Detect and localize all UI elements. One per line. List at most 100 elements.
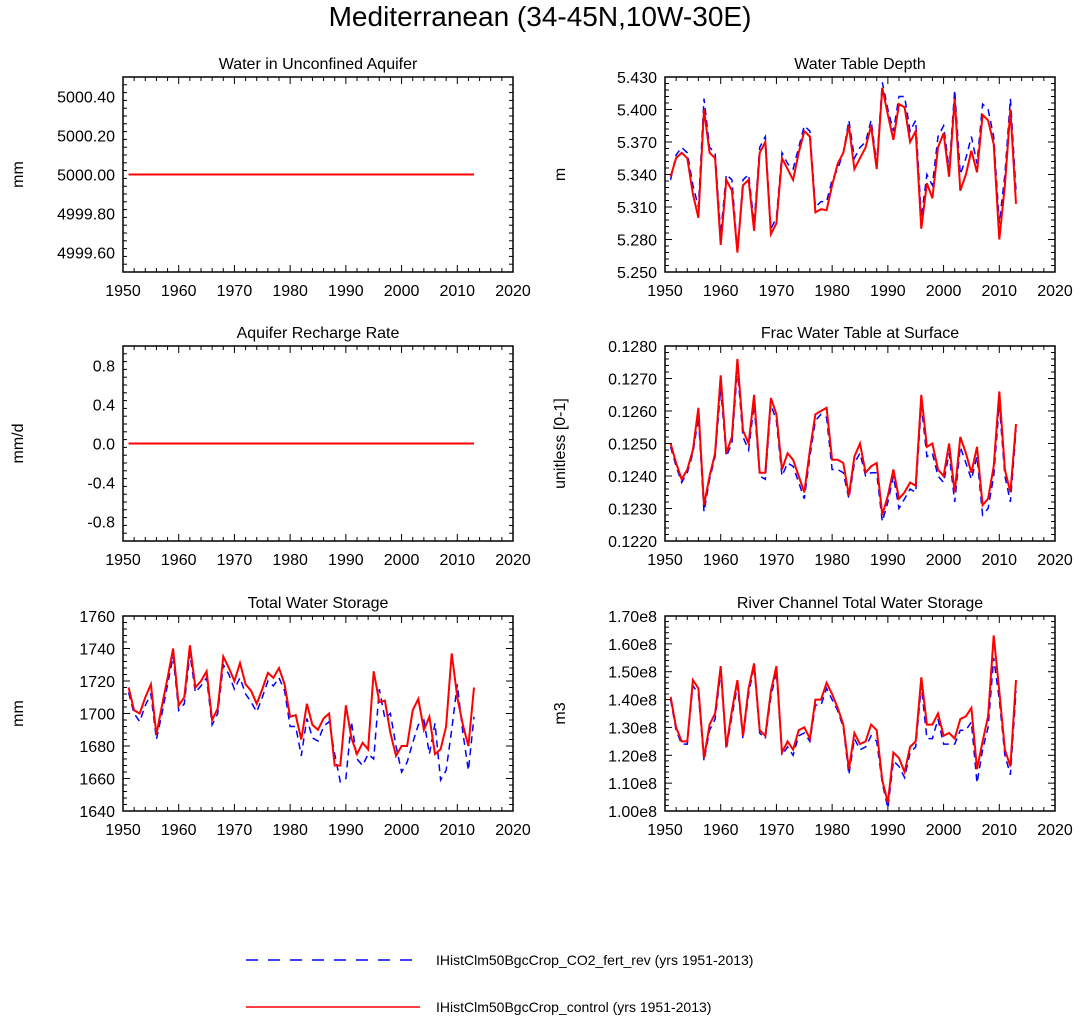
- x-tick-label: 1970: [759, 822, 795, 839]
- x-tick-label: 2000: [926, 283, 962, 300]
- x-tick-label: 2000: [384, 822, 420, 839]
- panel-title: Frac Water Table at Surface: [761, 325, 959, 342]
- x-tick-label: 1980: [272, 552, 308, 569]
- plot-frame: [664, 615, 1056, 812]
- panel-title: River Channel Total Water Storage: [737, 595, 983, 612]
- x-tick-label: 2000: [384, 552, 420, 569]
- x-tick-label: 1990: [870, 552, 906, 569]
- y-tick-label: 1.50e8: [608, 665, 657, 682]
- x-tick-label: 1970: [217, 552, 253, 569]
- x-tick-label: 1950: [105, 283, 141, 300]
- y-tick-label: 1760: [79, 609, 115, 626]
- x-tick-label: 1970: [217, 822, 253, 839]
- y-tick-label: 1740: [79, 642, 115, 659]
- y-tick-label: 0.8: [93, 359, 115, 376]
- y-tick-label: 5.370: [617, 135, 657, 152]
- y-axis-label: mm: [10, 700, 27, 727]
- x-tick-label: 2010: [981, 822, 1017, 839]
- x-tick-label: 1950: [647, 283, 683, 300]
- y-tick-label: 0.1250: [608, 437, 657, 454]
- y-tick-label: 0.0: [93, 437, 115, 454]
- panel-title: Total Water Storage: [248, 595, 389, 612]
- x-tick-label: 2020: [1037, 552, 1073, 569]
- y-tick-label: 5000.00: [57, 168, 115, 185]
- y-tick-label: 0.4: [93, 398, 115, 415]
- panels-group: Water in Unconfined Aquifer mm 1950 1960 197…: [10, 56, 1073, 839]
- y-tick-label: 5.430: [617, 70, 657, 87]
- series-line-2: [127, 645, 475, 767]
- y-tick-label: 5.340: [617, 168, 657, 185]
- x-tick-label: 1960: [703, 822, 739, 839]
- series-line-2: [669, 358, 1017, 516]
- legend: IHistClm50BgcCrop_CO2_fert_rev (yrs 1951…: [246, 952, 753, 1015]
- figure-title: Mediterranean (34-45N,10W-30E): [329, 1, 752, 32]
- x-tick-label: 1960: [703, 552, 739, 569]
- y-tick-label: 1.10e8: [608, 776, 657, 793]
- x-tick-label: 1980: [272, 822, 308, 839]
- y-tick-label: 1660: [79, 772, 115, 789]
- x-tick-label: 2010: [439, 283, 475, 300]
- y-tick-label: 1.20e8: [608, 748, 657, 765]
- legend-label-co2-fert-rev: IHistClm50BgcCrop_CO2_fert_rev (yrs 1951…: [436, 952, 753, 968]
- y-axis-label: unitless [0-1]: [552, 398, 569, 489]
- x-tick-label: 1960: [161, 822, 197, 839]
- y-tick-label: 1640: [79, 804, 115, 821]
- chart-panel-1: Water in Unconfined Aquifer mm 1950 1960 197…: [10, 56, 531, 300]
- x-tick-label: 2020: [495, 822, 531, 839]
- x-tick-label: 2020: [1037, 822, 1073, 839]
- y-tick-label: 0.1280: [608, 339, 657, 356]
- series-line-2: [669, 87, 1017, 253]
- y-tick-label: 1680: [79, 739, 115, 756]
- x-tick-label: 2000: [926, 822, 962, 839]
- y-tick-label: 0.1220: [608, 534, 657, 551]
- y-tick-label: 5000.20: [57, 129, 115, 146]
- y-tick-label: 4999.80: [57, 207, 115, 224]
- x-tick-label: 2010: [439, 822, 475, 839]
- x-tick-label: 2020: [1037, 283, 1073, 300]
- legend-label-control: IHistClm50BgcCrop_control (yrs 1951-2013…: [436, 999, 711, 1015]
- x-tick-label: 1990: [328, 283, 364, 300]
- plot-frame: [122, 345, 514, 542]
- x-tick-label: 1960: [703, 283, 739, 300]
- x-tick-label: 1980: [272, 283, 308, 300]
- y-tick-label: 1.70e8: [608, 609, 657, 626]
- y-tick-label: 1700: [79, 707, 115, 724]
- x-tick-label: 1950: [647, 822, 683, 839]
- x-tick-label: 1970: [759, 552, 795, 569]
- chart-panel-5: Total Water Storage mm 1950 1960 1970 1980 199…: [10, 595, 531, 839]
- x-tick-label: 1960: [161, 552, 197, 569]
- x-tick-label: 1950: [105, 552, 141, 569]
- chart-panel-4: Frac Water Table at Surface unitless [0-1…: [552, 325, 1073, 569]
- x-tick-label: 1980: [814, 552, 850, 569]
- x-tick-label: 1980: [814, 822, 850, 839]
- y-tick-label: 5.250: [617, 265, 657, 282]
- y-tick-label: 0.1270: [608, 372, 657, 389]
- x-tick-label: 1990: [870, 283, 906, 300]
- x-tick-label: 1980: [814, 283, 850, 300]
- y-tick-label: 0.1240: [608, 469, 657, 486]
- x-tick-label: 1970: [217, 283, 253, 300]
- x-tick-label: 1960: [161, 283, 197, 300]
- y-tick-label: 1.00e8: [608, 804, 657, 821]
- y-tick-label: 1720: [79, 674, 115, 691]
- x-tick-label: 1990: [328, 822, 364, 839]
- x-tick-label: 1990: [870, 822, 906, 839]
- plot-frame: [122, 76, 514, 273]
- y-tick-label: -0.4: [87, 476, 115, 493]
- y-axis-label: m3: [552, 702, 569, 724]
- y-tick-label: -0.8: [87, 515, 115, 532]
- y-tick-label: 5000.40: [57, 90, 115, 107]
- y-tick-label: 0.1260: [608, 404, 657, 421]
- x-tick-label: 1950: [105, 822, 141, 839]
- x-tick-label: 2000: [384, 283, 420, 300]
- x-tick-label: 1970: [759, 283, 795, 300]
- panel-title: Water in Unconfined Aquifer: [219, 56, 418, 73]
- chart-panel-3: Aquifer Recharge Rate mm/d 1950 1960 1970 198…: [10, 325, 531, 569]
- panel-title: Aquifer Recharge Rate: [237, 325, 400, 342]
- y-tick-label: 5.400: [617, 103, 657, 120]
- x-tick-label: 2010: [439, 552, 475, 569]
- chart-panel-2: Water Table Depth m 1950 1960 1970 1980 1990 20…: [552, 56, 1073, 300]
- y-tick-label: 1.40e8: [608, 693, 657, 710]
